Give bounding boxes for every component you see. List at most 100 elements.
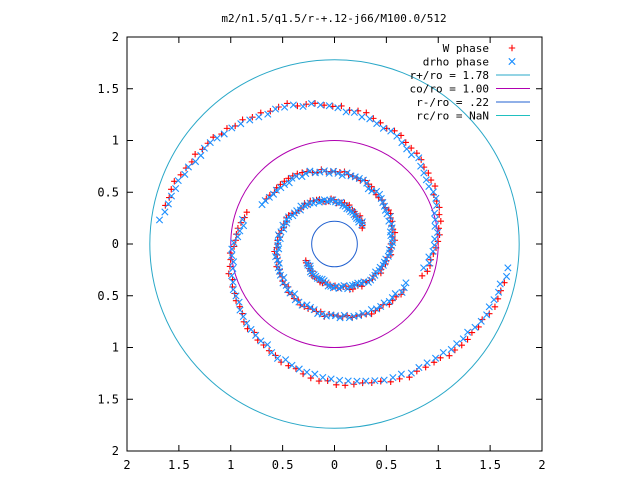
data-point [424,268,431,275]
x-tick-label: 0.5 [272,458,294,472]
data-point [220,130,228,138]
data-point [288,174,296,182]
data-point [502,272,511,281]
data-point [331,312,339,320]
y-tick-label: 1 [112,134,119,148]
data-point [391,127,398,134]
data-point [174,176,182,185]
data-point [318,310,326,318]
data-point [339,201,347,210]
data-point [232,292,240,300]
data-point [239,312,247,321]
data-point [422,364,429,371]
data-point [402,279,410,287]
data-point [281,178,288,185]
y-tick-label: 2 [112,444,119,458]
data-point [425,259,433,267]
data-point [372,305,381,313]
data-point [352,214,361,223]
data-point [368,183,375,190]
data-point [288,361,296,369]
data-point [425,169,432,177]
data-point [274,231,283,239]
data-point [371,377,379,385]
data-point [420,169,428,177]
data-point [439,349,447,357]
x-tick-label: 2 [123,458,130,472]
data-point [229,278,237,286]
data-point [200,144,208,152]
chart-title: m2/n1.5/q1.5/r-+.12-j66/M100.0/512 [221,12,446,25]
data-point [393,132,401,140]
data-point [228,272,236,280]
data-point [316,101,325,109]
data-point [490,296,498,304]
x-tick-label: 1.5 [168,458,190,472]
data-point [306,265,314,273]
data-point [261,196,269,205]
data-point [191,158,200,166]
legend-label: W phase [443,42,489,55]
x-tick-label: 1.5 [479,458,501,472]
data-point [366,115,374,123]
data-point [238,215,247,223]
data-point [407,151,416,159]
data-point [282,356,290,364]
y-tick-label: 0 [112,237,119,251]
data-point [385,297,393,306]
data-point [355,311,363,320]
data-point [407,369,415,377]
data-point [420,264,428,272]
data-point [425,253,433,261]
data-point [427,176,435,184]
data-point [306,167,314,175]
data-point [408,144,415,152]
data-point [268,349,276,357]
data-point [402,139,409,146]
data-point [380,299,388,307]
data-point [483,311,491,319]
data-point [345,314,354,322]
y-tick-label: 2 [112,30,119,44]
data-point [397,370,405,378]
data-point [327,375,335,383]
data-point [345,205,353,213]
data-point [396,375,403,383]
data-point [213,134,221,142]
data-point [282,281,290,290]
data-point [240,318,248,325]
data-point [231,122,239,130]
data-point [229,258,238,266]
data-point [340,311,348,319]
data-point [380,376,388,384]
data-point [431,354,440,362]
data-point [299,102,307,110]
data-point [496,280,504,288]
data-point [353,377,361,385]
data-point [325,169,333,177]
x-tick-label: 2 [538,458,545,472]
data-point [447,345,455,353]
data-point [330,167,338,175]
data-point [315,377,323,385]
data-point [398,288,406,297]
data-point [358,113,366,121]
data-point [434,238,442,245]
data-point [377,194,385,203]
data-point [368,187,376,195]
y-tick-label: 1.5 [97,392,119,406]
data-point [459,335,467,343]
data-point [228,245,236,253]
data-point [247,325,255,333]
data-point [325,102,333,110]
data-point [319,373,327,382]
data-point [379,198,387,207]
data-point [338,171,346,180]
reference-circle [149,59,520,429]
data-point [433,201,441,210]
data-point [322,279,330,287]
data-point [355,218,363,226]
data-point [285,179,293,187]
data-point [264,110,272,118]
data-point [235,298,243,306]
